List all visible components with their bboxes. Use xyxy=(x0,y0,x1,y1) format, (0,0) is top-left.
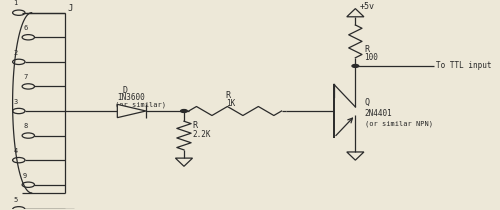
Text: 6: 6 xyxy=(23,25,28,31)
Text: To TTL input: To TTL input xyxy=(436,62,492,70)
Text: 2: 2 xyxy=(14,50,18,56)
Text: J: J xyxy=(68,4,72,13)
Text: 9: 9 xyxy=(23,172,28,178)
Text: 1K: 1K xyxy=(226,99,235,108)
Text: 5: 5 xyxy=(14,197,18,203)
Polygon shape xyxy=(347,9,364,17)
Text: (or similar NPN): (or similar NPN) xyxy=(365,120,433,127)
Text: Q: Q xyxy=(365,98,370,107)
Text: R: R xyxy=(364,45,369,54)
Polygon shape xyxy=(118,104,146,118)
Text: 8: 8 xyxy=(23,123,28,129)
Text: IN3600: IN3600 xyxy=(118,93,145,102)
Circle shape xyxy=(180,110,188,112)
Text: 100: 100 xyxy=(364,53,378,62)
Text: 7: 7 xyxy=(23,74,28,80)
Text: 2.2K: 2.2K xyxy=(192,130,211,139)
Polygon shape xyxy=(347,152,364,160)
Text: +5v: +5v xyxy=(360,2,375,11)
Text: (or similar): (or similar) xyxy=(115,102,166,108)
Polygon shape xyxy=(176,158,192,166)
Text: R: R xyxy=(226,91,230,100)
Text: 1: 1 xyxy=(14,0,18,7)
Text: 3: 3 xyxy=(14,99,18,105)
Text: 2N4401: 2N4401 xyxy=(365,109,392,118)
Text: 4: 4 xyxy=(14,148,18,154)
Text: R: R xyxy=(192,121,198,130)
Text: D: D xyxy=(122,86,127,95)
Circle shape xyxy=(352,64,358,67)
